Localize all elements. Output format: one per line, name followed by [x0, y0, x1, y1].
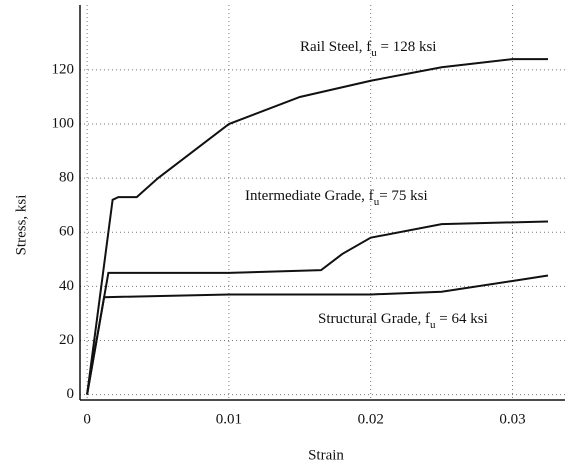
- annotation-text: Rail Steel, f: [300, 39, 371, 55]
- y-tick-label: 40: [59, 278, 74, 294]
- x-tick-label: 0.02: [358, 411, 384, 427]
- series-line: [86, 220, 549, 395]
- x-tick-label: 0: [83, 411, 91, 427]
- x-axis-label: Strain: [308, 447, 344, 463]
- series-line: [86, 274, 549, 395]
- series-line: [86, 58, 548, 395]
- y-tick-label: 20: [59, 332, 74, 348]
- x-tick-label: 0.01: [216, 411, 242, 427]
- annotation-text: = 128 ksi: [377, 39, 437, 55]
- annotation-subscript: u: [374, 196, 380, 208]
- y-tick-label: 80: [59, 170, 74, 186]
- annotation-text: = 75 ksi: [379, 188, 427, 204]
- annotation-text: Structural Grade, f: [318, 311, 430, 327]
- y-tick-label: 60: [59, 224, 74, 240]
- y-tick-label: 0: [67, 386, 75, 402]
- y-tick-label: 120: [52, 61, 75, 77]
- annotation: Rail Steel, fu = 128 ksi: [300, 39, 436, 58]
- annotation-text: Intermediate Grade, f: [245, 188, 374, 204]
- annotation-subscript: u: [371, 47, 377, 59]
- annotation: Structural Grade, fu = 64 ksi: [318, 311, 488, 330]
- annotation: Intermediate Grade, fu= 75 ksi: [245, 188, 428, 207]
- y-tick-label: 100: [52, 115, 75, 131]
- y-axis-label: Stress, ksi: [13, 195, 29, 256]
- annotation-subscript: u: [430, 319, 436, 331]
- annotation-text: = 64 ksi: [436, 311, 488, 327]
- x-tick-label: 0.03: [499, 411, 525, 427]
